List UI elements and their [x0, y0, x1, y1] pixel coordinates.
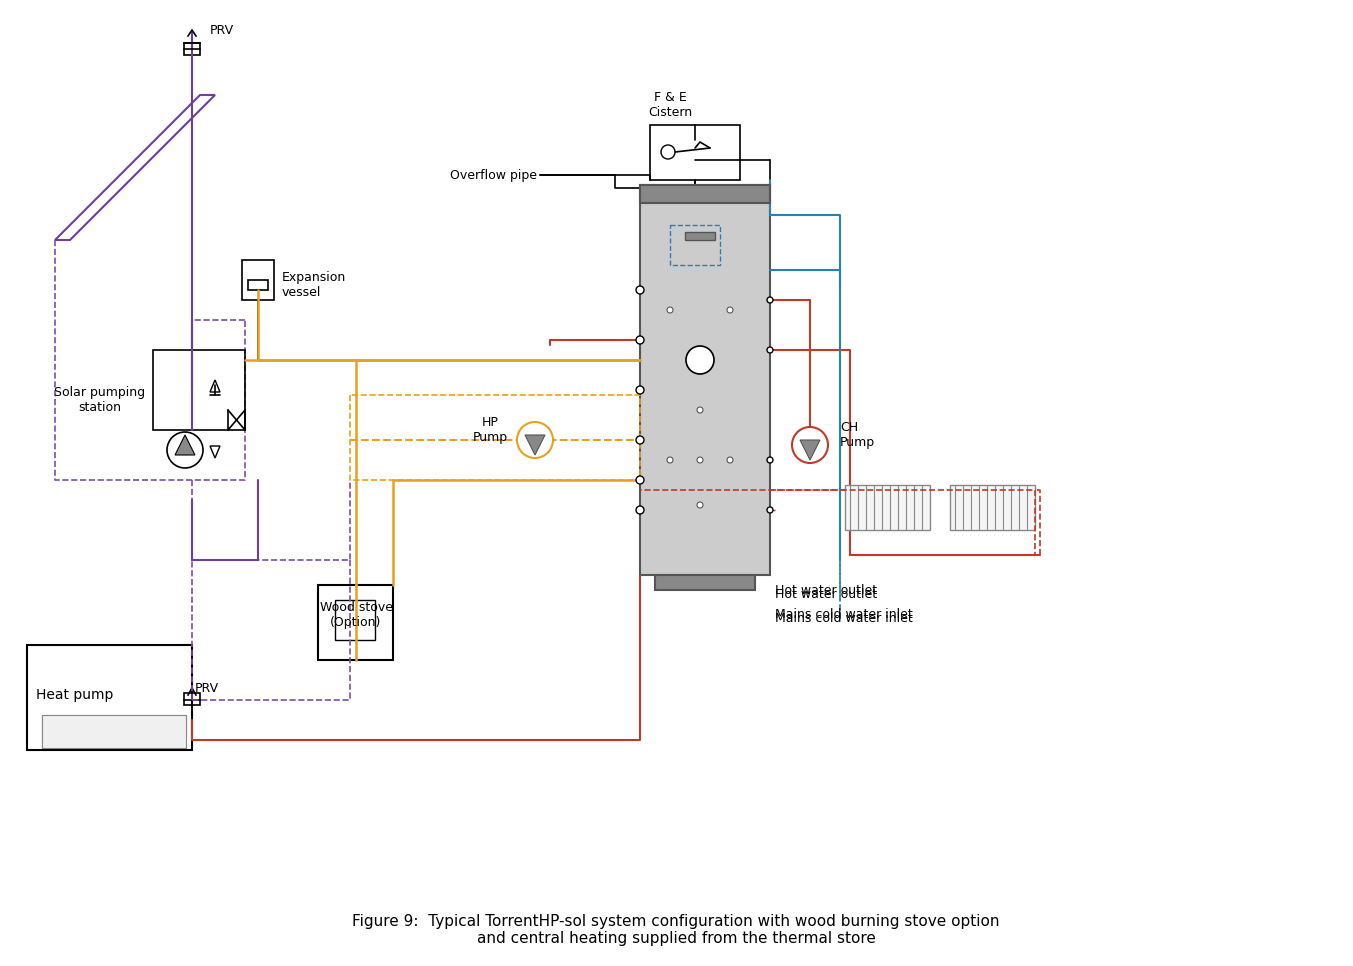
Bar — [640, 185, 770, 203]
Circle shape — [727, 307, 733, 313]
Bar — [27, 645, 192, 750]
Circle shape — [767, 347, 773, 353]
Circle shape — [636, 506, 644, 514]
Circle shape — [727, 457, 733, 463]
Circle shape — [636, 286, 644, 294]
Text: Overflow pipe: Overflow pipe — [451, 168, 537, 182]
Text: Solar pumping
station: Solar pumping station — [54, 386, 146, 414]
Circle shape — [636, 386, 644, 394]
Bar — [640, 185, 770, 575]
Circle shape — [767, 297, 773, 303]
Circle shape — [767, 507, 773, 513]
Circle shape — [166, 432, 203, 468]
Circle shape — [697, 407, 704, 413]
Text: PRV: PRV — [210, 23, 234, 37]
Bar — [42, 715, 185, 748]
Circle shape — [667, 457, 672, 463]
Circle shape — [767, 457, 773, 463]
Circle shape — [636, 436, 644, 444]
Text: Hot water outlet: Hot water outlet — [775, 583, 877, 596]
Circle shape — [636, 336, 644, 344]
Bar — [336, 600, 375, 640]
Text: Hot water outlet: Hot water outlet — [775, 588, 877, 601]
Text: Heat pump: Heat pump — [37, 688, 114, 702]
Text: PRV: PRV — [195, 681, 219, 695]
Circle shape — [697, 457, 704, 463]
Circle shape — [662, 145, 675, 159]
Bar — [655, 575, 755, 590]
Bar — [248, 280, 268, 290]
Text: Expansion
vessel: Expansion vessel — [281, 271, 346, 299]
Text: Figure 9:  Typical TorrentHP-sol system configuration with wood burning stove op: Figure 9: Typical TorrentHP-sol system c… — [352, 914, 1000, 947]
Bar — [318, 585, 392, 660]
Bar — [846, 485, 930, 530]
Bar — [242, 260, 275, 300]
Polygon shape — [175, 435, 195, 455]
Polygon shape — [800, 440, 820, 460]
Text: Wood stove
(Option): Wood stove (Option) — [319, 601, 392, 629]
Bar — [649, 125, 740, 180]
Bar — [184, 693, 200, 705]
Circle shape — [792, 427, 828, 463]
Text: Mains cold water inlet: Mains cold water inlet — [775, 609, 913, 621]
Text: Mains cold water inlet: Mains cold water inlet — [775, 612, 913, 625]
Circle shape — [667, 307, 672, 313]
Circle shape — [636, 476, 644, 484]
Polygon shape — [525, 435, 545, 455]
Bar — [184, 43, 200, 55]
Bar — [153, 350, 245, 430]
Text: F & E
Cistern: F & E Cistern — [648, 91, 693, 119]
Circle shape — [517, 422, 553, 458]
Text: CH
Pump: CH Pump — [840, 421, 875, 449]
Bar — [685, 232, 714, 240]
Circle shape — [686, 346, 714, 374]
Bar — [950, 485, 1035, 530]
Text: HP
Pump: HP Pump — [472, 416, 507, 444]
Circle shape — [697, 502, 704, 508]
